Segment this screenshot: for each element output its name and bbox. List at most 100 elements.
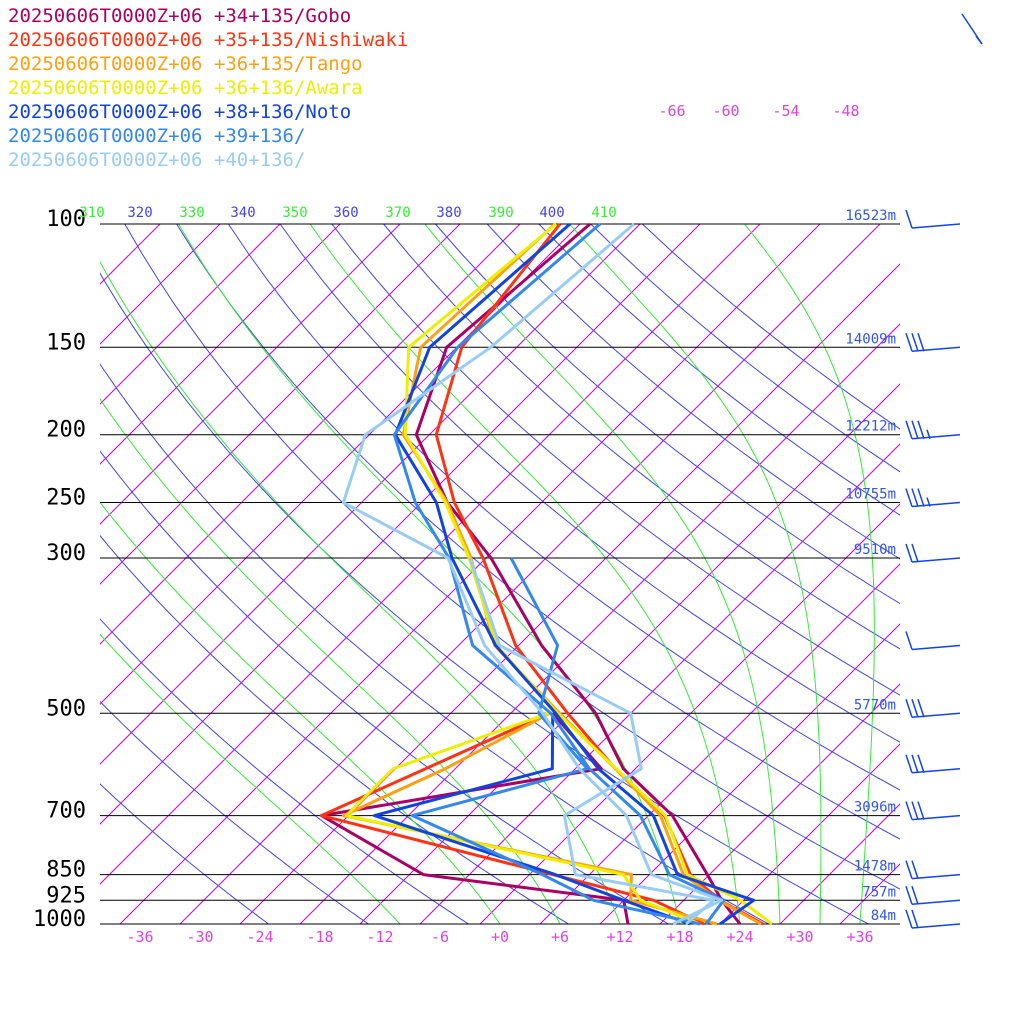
wind-barb-feather [905, 631, 913, 650]
dry-adiabat-line [100, 534, 570, 924]
wind-barb-staff [911, 223, 961, 229]
dry-adiabat-line [100, 618, 470, 924]
temperature-tick-label: -30 [186, 928, 213, 946]
dry-adiabat-line [590, 224, 900, 473]
wind-barb-staff [911, 873, 961, 880]
wind-barb [905, 754, 961, 774]
legend-item-awara: 20250606T0000Z+06 +36+136/Awara [8, 77, 363, 99]
height-label: 12212m [845, 419, 896, 435]
theta-label: 380 [436, 205, 461, 221]
temperature-tick-label: +24 [726, 928, 753, 946]
wind-barb-feather [911, 909, 919, 929]
dry-adiabat-line [100, 450, 670, 924]
wind-barb-staff [911, 644, 961, 651]
wind-barb-feather [911, 333, 919, 352]
theta-label: 350 [282, 205, 307, 221]
legend-item-noto: 20250606T0000Z+06 +38+136/Noto [8, 101, 352, 123]
dry-adiabat-line [176, 224, 900, 840]
height-label: 9510m [854, 542, 896, 558]
upper-temperature-label: -60 [712, 102, 739, 120]
wind-barb [905, 209, 961, 229]
temperature-profile-line [414, 222, 742, 925]
isotherm-line [100, 224, 701, 825]
wind-barb-staff [911, 899, 961, 906]
wind-barb-feather [911, 801, 919, 820]
legend: 20250606T0000Z+06 +34+135/Gobo 20250606T… [8, 4, 608, 172]
isotherm-line [100, 224, 221, 345]
legend-item-nishiwaki: 20250606T0000Z+06 +35+135/Nishiwaki [8, 29, 409, 51]
wind-barb [905, 699, 961, 719]
wind-barb-feather [911, 886, 919, 905]
wind-barb-feather [905, 886, 913, 905]
legend-item-40-136: 20250606T0000Z+06 +40+136/ [8, 149, 306, 171]
isotherm-line [100, 224, 401, 525]
wind-barb [905, 488, 961, 508]
dewpoint-profile-line [319, 711, 705, 926]
temperature-profile-line [434, 223, 764, 926]
theta-label: 360 [333, 205, 358, 221]
height-label: 1478m [854, 859, 896, 875]
temperature-tick-label: +30 [786, 928, 813, 946]
wind-barb [905, 631, 961, 651]
wind-barb-staff [911, 814, 961, 821]
height-label: 10755m [845, 487, 896, 503]
theta-label: 390 [488, 205, 513, 221]
upper-temperature-label: -54 [772, 102, 799, 120]
pressure-label: 850 [46, 858, 86, 883]
wind-barb-feather [905, 801, 913, 820]
dry-adiabat-line [486, 224, 900, 560]
temperature-tick-label: +12 [606, 928, 633, 946]
pressure-label: 150 [46, 330, 86, 355]
wind-barb-feather [911, 860, 919, 879]
pressure-label: 300 [46, 541, 86, 566]
legend-item-gobo: 20250606T0000Z+06 +34+135/Gobo [8, 5, 352, 27]
wind-barb-feather [917, 420, 925, 439]
isotherm-line [239, 263, 900, 924]
wind-barb-feather [917, 754, 925, 773]
temperature-tick-label: +6 [551, 928, 569, 946]
height-label: 3096m [854, 800, 896, 816]
pressure-label: 500 [46, 696, 86, 721]
dewpoint-profile-line [319, 712, 630, 925]
wind-barb [905, 860, 961, 880]
isotherm-line [419, 443, 900, 924]
height-label: 757m [862, 884, 896, 900]
temperature-tick-label: -24 [246, 928, 273, 946]
temperature-profile-line [341, 222, 724, 926]
theta-label: 330 [179, 205, 204, 221]
wind-barb-staff [911, 923, 961, 929]
moist-adiabat-line [569, 224, 822, 924]
wind-barb [905, 886, 961, 906]
wind-barb-feather [905, 699, 913, 718]
wind-barb-feather [911, 488, 919, 507]
upper-temperature-label: -48 [832, 102, 859, 120]
dry-adiabat-line [279, 224, 900, 743]
dewpoint-profile-line [468, 557, 716, 926]
wind-barb [905, 543, 961, 563]
temperature-tick-label: -12 [366, 928, 393, 946]
axis-labels: 100 16523m 150 14009m 200 12212m 250 10755m 300 9… [33, 102, 896, 946]
pressure-label: 250 [46, 486, 86, 511]
wind-barb-feather [917, 699, 925, 718]
height-label: 14009m [845, 331, 896, 347]
isotherm-line [100, 224, 461, 585]
isotherm-line [179, 224, 881, 924]
wind-barbs [905, 13, 983, 929]
dry-adiabat-line [100, 700, 370, 924]
temperature-tick-label: +36 [846, 928, 873, 946]
dewpoint-profile-line [344, 711, 701, 926]
theta-label: 410 [591, 205, 616, 221]
wind-barb-staff [911, 501, 961, 508]
dry-adiabat-line [100, 783, 270, 924]
isotherm-line [100, 224, 341, 465]
background-lines [100, 224, 900, 924]
wind-barb-feather [917, 333, 925, 352]
temperature-tick-label: +18 [666, 928, 693, 946]
wind-barb-feather [911, 754, 919, 773]
isotherm-line [479, 503, 900, 924]
wind-barb-feather [905, 543, 913, 563]
wind-barb-half-feather [926, 429, 931, 439]
wind-barb-feather [917, 488, 925, 507]
pressure-label: 100 [46, 207, 86, 232]
wind-barb-staff [911, 557, 961, 563]
